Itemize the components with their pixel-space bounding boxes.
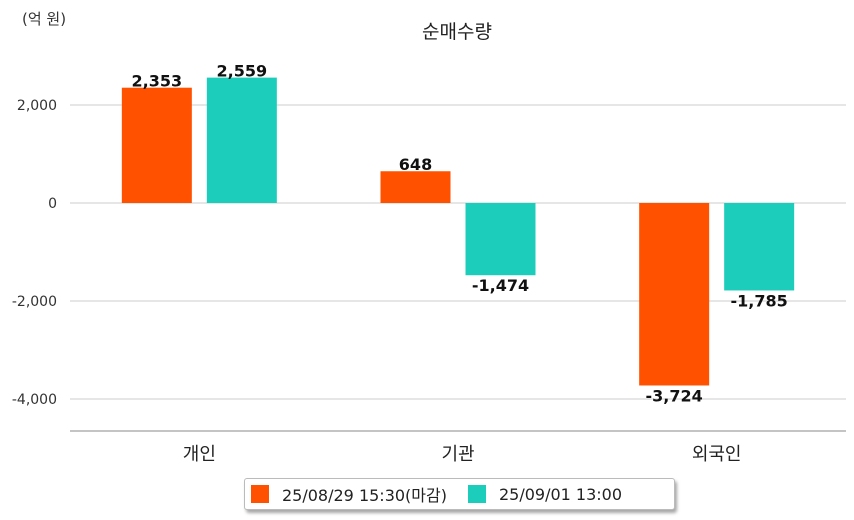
bars: 2,353 2,559 648 -1,474 -3,724 -1,785: [121, 62, 795, 405]
data-label: 2,559: [217, 62, 268, 81]
x-tick-label: 외국인: [692, 444, 742, 465]
bar[interactable]: [121, 87, 192, 203]
chart-title: 순매수량: [422, 21, 492, 43]
legend-label-series-1: 25/08/29 15:30(마감): [282, 486, 447, 505]
legend-swatch-series-2: [467, 485, 486, 503]
legend-item-series-1[interactable]: 25/08/29 15:30(마감): [251, 482, 447, 506]
data-label: -1,785: [731, 291, 788, 310]
y-tick-label: -4,000: [12, 392, 57, 408]
y-axis-tick-labels: 2,000 0 -2,000 -4,000: [12, 98, 57, 408]
bar[interactable]: [465, 203, 536, 276]
legend: 25/08/29 15:30(마감) 25/09/01 13:00: [244, 478, 675, 510]
y-tick-label: 0: [48, 196, 57, 212]
data-label: -1,474: [472, 276, 529, 295]
bar[interactable]: [380, 171, 451, 203]
legend-item-series-2[interactable]: 25/09/01 13:00: [467, 484, 623, 504]
bar-chart: 순매수량 2,353 2,559 648 -1,474 -3,724 -1,785 2,0…: [12, 21, 846, 465]
data-label: 2,353: [132, 72, 183, 91]
unit-label: (억 원): [22, 10, 67, 28]
bar[interactable]: [206, 77, 277, 203]
data-label: 648: [399, 155, 432, 174]
bar[interactable]: [639, 203, 710, 386]
data-label: -3,724: [646, 386, 703, 405]
bar[interactable]: [724, 203, 795, 291]
legend-swatch-series-1: [251, 485, 269, 503]
legend-label-series-2: 25/09/01 13:00: [498, 484, 623, 504]
y-tick-label: 2,000: [17, 98, 57, 114]
x-tick-label: 개인: [183, 444, 216, 465]
x-axis-category-labels: 개인 기관 외국인: [183, 444, 742, 465]
gridlines: [70, 104, 846, 400]
x-tick-label: 기관: [441, 444, 474, 465]
y-tick-label: -2,000: [12, 294, 57, 310]
